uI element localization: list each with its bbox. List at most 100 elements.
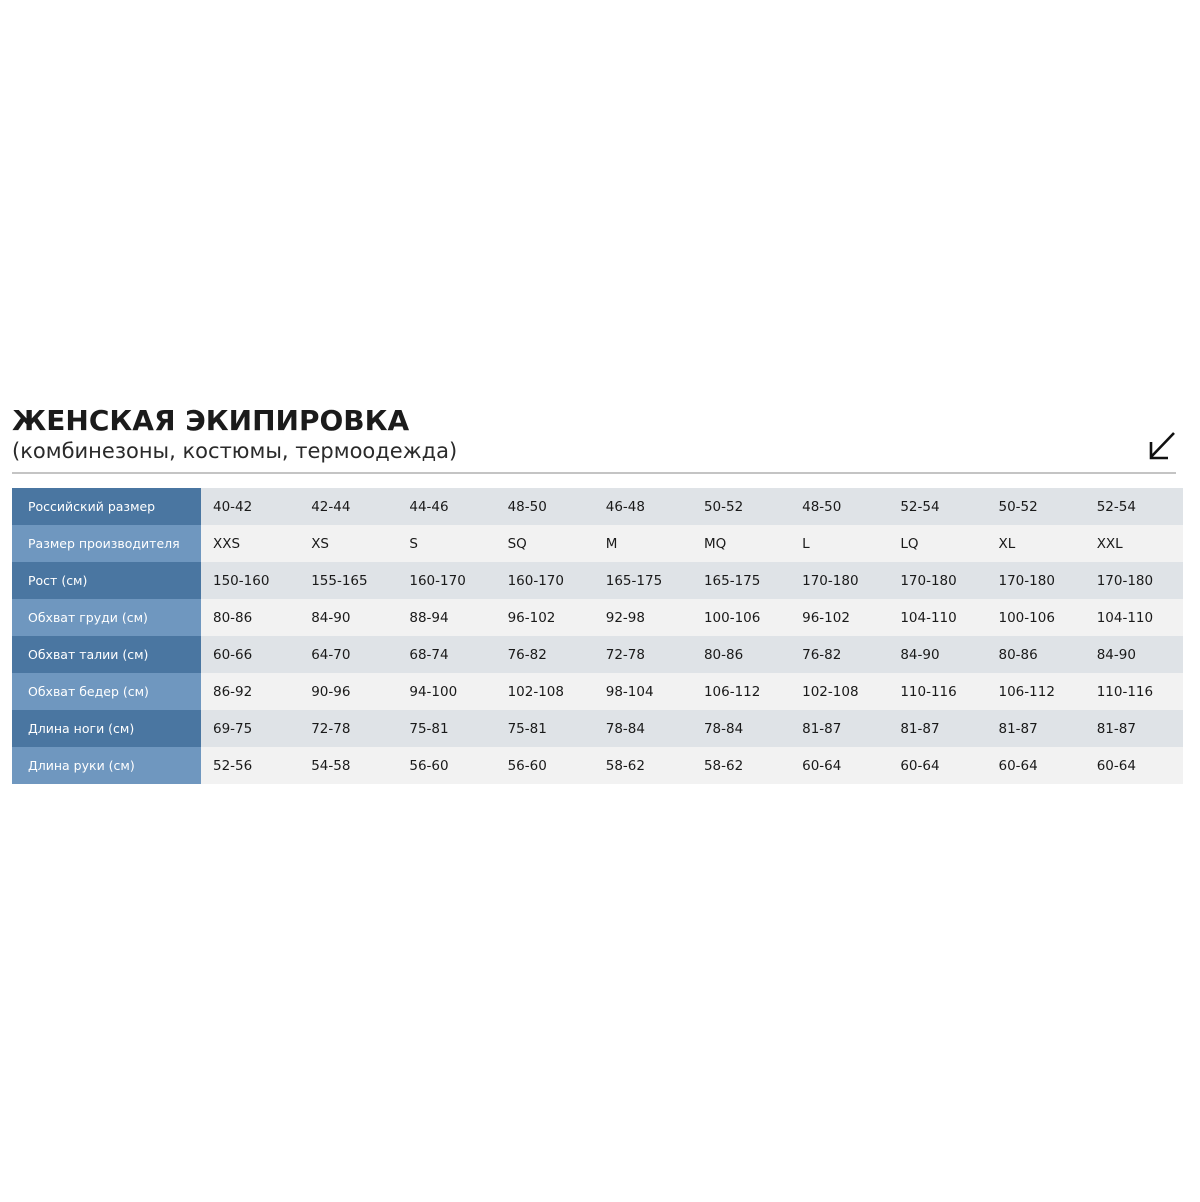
row-label: Обхват груди (см) [12,599,201,636]
table-cell: 98-104 [593,673,692,710]
table-cell: 80-86 [201,599,300,636]
table-cell: 90-96 [299,673,398,710]
table-cell: 75-81 [397,710,496,747]
table-cell: 106-112 [691,673,791,710]
row-label: Длина ноги (см) [12,710,201,747]
table-cell: 170-180 [1084,562,1183,599]
table-cell: XXL [1084,525,1183,562]
table-cell: MQ [691,525,791,562]
table-row: Обхват бедер (см) 86-92 90-96 94-100 102-108… [12,673,1183,710]
row-label: Обхват бедер (см) [12,673,201,710]
table-cell: 56-60 [495,747,594,784]
table-cell: 80-86 [691,636,791,673]
table-cell: M [593,525,692,562]
table-cell: 64-70 [299,636,398,673]
table-cell: 104-110 [888,599,987,636]
table-cell: 60-64 [1084,747,1183,784]
table-cell: 160-170 [495,562,594,599]
table-cell: 72-78 [593,636,692,673]
table-row: Обхват груди (см) 80-86 84-90 88-94 96-102 92… [12,599,1183,636]
table-cell: 69-75 [201,710,300,747]
table-cell: 170-180 [790,562,889,599]
table-cell: 84-90 [299,599,398,636]
divider [12,472,1176,474]
table-cell: 81-87 [790,710,889,747]
table-row: Длина ноги (см) 69-75 72-78 75-81 75-81 78-84… [12,710,1183,747]
row-label: Длина руки (см) [12,747,201,784]
table-cell: 84-90 [888,636,987,673]
table-cell: 80-86 [986,636,1085,673]
table-cell: L [790,525,889,562]
table-cell: 78-84 [593,710,692,747]
table-row: Российский размер 40-42 42-44 44-46 48-50 46-… [12,488,1183,525]
table-cell: 75-81 [495,710,594,747]
page-subtitle: (комбинезоны, костюмы, термоодежда) [12,439,458,463]
table-cell: 104-110 [1084,599,1183,636]
table-cell: 40-42 [201,488,300,525]
table-cell: 68-74 [397,636,496,673]
table-cell: 50-52 [691,488,791,525]
table-cell: 106-112 [986,673,1085,710]
table-cell: 48-50 [495,488,594,525]
table-cell: 81-87 [888,710,987,747]
table-row: Обхват талии (см) 60-66 64-70 68-74 76-82 72-… [12,636,1183,673]
table-cell: 94-100 [397,673,496,710]
table-cell: 92-98 [593,599,692,636]
table-cell: 58-62 [593,747,692,784]
table-cell: 102-108 [790,673,889,710]
table-cell: 170-180 [986,562,1085,599]
table-cell: 54-58 [299,747,398,784]
arrow-down-left-icon [1149,432,1175,460]
table-cell: 48-50 [790,488,889,525]
table-cell: 110-116 [888,673,987,710]
table-cell: 52-56 [201,747,300,784]
table-cell: 58-62 [691,747,791,784]
table-cell: 100-106 [986,599,1085,636]
table-cell: 100-106 [691,599,791,636]
table-cell: 44-46 [397,488,496,525]
table-cell: 170-180 [888,562,987,599]
table-cell: 46-48 [593,488,692,525]
table-cell: 60-64 [888,747,987,784]
row-label: Обхват талии (см) [12,636,201,673]
table-cell: 52-54 [888,488,987,525]
table-cell: XL [986,525,1085,562]
table-cell: 78-84 [691,710,791,747]
table-cell: 56-60 [397,747,496,784]
table-cell: 86-92 [201,673,300,710]
table-cell: 96-102 [495,599,594,636]
page-title: ЖЕНСКАЯ ЭКИПИРОВКА [12,404,410,437]
table-cell: 165-175 [691,562,791,599]
table-cell: 150-160 [201,562,300,599]
table-cell: 81-87 [986,710,1085,747]
table-cell: XS [299,525,398,562]
table-cell: 160-170 [397,562,496,599]
table-cell: 60-66 [201,636,300,673]
table-cell: 42-44 [299,488,398,525]
row-label: Рост (см) [12,562,201,599]
table-cell: SQ [495,525,594,562]
table-cell: 84-90 [1084,636,1183,673]
table-row: Рост (см) 150-160 155-165 160-170 160-170 165… [12,562,1183,599]
table-cell: 155-165 [299,562,398,599]
table-row: Длина руки (см) 52-56 54-58 56-60 56-60 58-62… [12,747,1183,784]
table-cell: 110-116 [1084,673,1183,710]
table-cell: 76-82 [495,636,594,673]
size-chart-table: Российский размер 40-42 42-44 44-46 48-50 46-… [12,488,1183,784]
table-cell: 60-64 [986,747,1085,784]
table-cell: LQ [888,525,987,562]
table-cell: XXS [201,525,300,562]
row-label: Российский размер [12,488,201,525]
table-cell: 50-52 [986,488,1085,525]
table-cell: 52-54 [1084,488,1183,525]
table-cell: 60-64 [790,747,889,784]
table-cell: S [397,525,496,562]
table-cell: 72-78 [299,710,398,747]
table-cell: 96-102 [790,599,889,636]
table-cell: 76-82 [790,636,889,673]
table-cell: 165-175 [593,562,692,599]
table-cell: 88-94 [397,599,496,636]
table-cell: 81-87 [1084,710,1183,747]
row-label: Размер производителя [12,525,201,562]
table-cell: 102-108 [495,673,594,710]
